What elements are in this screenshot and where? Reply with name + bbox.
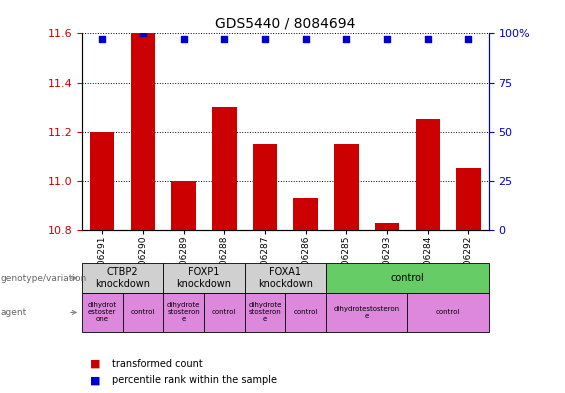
Text: FOXP1
knockdown: FOXP1 knockdown: [176, 267, 232, 289]
Point: [342, 36, 351, 42]
Text: dihydrote
stosteron
e: dihydrote stosteron e: [167, 303, 201, 322]
Title: GDS5440 / 8084694: GDS5440 / 8084694: [215, 17, 355, 31]
Text: transformed count: transformed count: [112, 358, 203, 369]
Bar: [415, 119, 440, 230]
Text: ■: ■: [90, 375, 101, 386]
Text: control: control: [390, 273, 424, 283]
Point: [383, 36, 392, 42]
Bar: [212, 107, 237, 230]
Text: percentile rank within the sample: percentile rank within the sample: [112, 375, 277, 386]
Text: control: control: [436, 309, 460, 316]
Bar: [171, 181, 196, 230]
Text: control: control: [293, 309, 318, 316]
Point: [138, 30, 147, 37]
Text: ■: ■: [90, 358, 101, 369]
Bar: [131, 33, 155, 230]
Bar: [375, 222, 399, 230]
Point: [423, 36, 432, 42]
Text: CTBP2
knockdown: CTBP2 knockdown: [95, 267, 150, 289]
Text: genotype/variation: genotype/variation: [1, 274, 87, 283]
Bar: [90, 132, 115, 230]
Bar: [293, 198, 318, 230]
Bar: [334, 144, 359, 230]
Point: [260, 36, 270, 42]
Text: FOXA1
knockdown: FOXA1 knockdown: [258, 267, 313, 289]
Point: [179, 36, 188, 42]
Point: [464, 36, 473, 42]
Text: control: control: [212, 309, 237, 316]
Text: dihydrote
stosteron
e: dihydrote stosteron e: [248, 303, 282, 322]
Point: [98, 36, 107, 42]
Point: [220, 36, 229, 42]
Text: dihydrotestosteron
e: dihydrotestosteron e: [333, 306, 400, 319]
Text: agent: agent: [1, 308, 27, 317]
Text: control: control: [131, 309, 155, 316]
Bar: [253, 144, 277, 230]
Point: [301, 36, 310, 42]
Bar: [456, 169, 481, 230]
Text: dihydrot
estoster
one: dihydrot estoster one: [88, 303, 117, 322]
